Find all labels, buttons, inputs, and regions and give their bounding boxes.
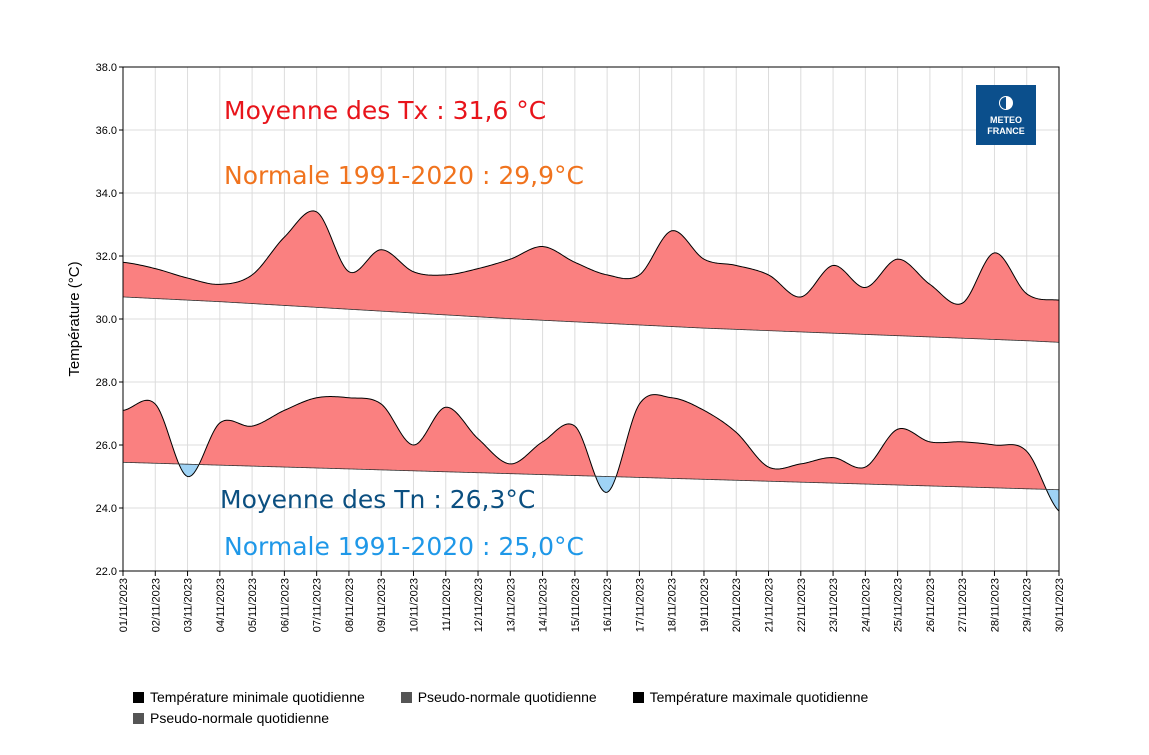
x-tick-label: 13/11/2023	[505, 578, 517, 632]
tx-mean-annotation: Moyenne des Tx : 31,6 °C	[224, 96, 546, 125]
x-tick-label: 22/11/2023	[796, 578, 808, 632]
x-tick-label: 20/11/2023	[731, 578, 743, 632]
tn-below-normal-area	[1046, 489, 1059, 512]
tn-above-normal-area	[198, 396, 596, 477]
x-tick-label: 27/11/2023	[957, 578, 969, 632]
legend-label: Pseudo-normale quotidienne	[417, 689, 597, 705]
x-tick-label: 25/11/2023	[893, 578, 905, 632]
x-tick-label: 21/11/2023	[764, 578, 776, 632]
logo-background	[976, 85, 1036, 145]
x-tick-label: 18/11/2023	[667, 578, 679, 632]
x-tick-label: 01/11/2023	[118, 578, 130, 632]
legend-swatch	[400, 692, 412, 703]
x-tick-label: 24/11/2023	[860, 578, 872, 632]
temperature-lines	[122, 210, 1060, 512]
x-tick-label: 04/11/2023	[215, 578, 227, 632]
tx-normal-line	[122, 296, 1060, 343]
legend-item-tn: Température minimale quotidienne	[133, 687, 365, 708]
x-tick-label: 11/11/2023	[441, 578, 453, 631]
legend-swatch	[632, 692, 644, 703]
legend-item-tx: Température maximale quotidienne	[632, 687, 869, 708]
x-tick-label: 28/11/2023	[989, 578, 1001, 632]
x-tick-label: 30/11/2023	[1054, 578, 1066, 632]
legend-label: Pseudo-normale quotidienne	[150, 710, 330, 726]
x-tick-label: 08/11/2023	[344, 578, 356, 632]
x-tick-label: 29/11/2023	[1022, 578, 1034, 632]
tn-above-normal-area	[123, 400, 179, 464]
legend-item-tn-normal: Pseudo-normale quotidienne	[400, 687, 597, 708]
x-tick-label: 17/11/2023	[634, 578, 646, 632]
tx-series-line	[122, 210, 1060, 305]
y-tick-label: 24.0	[96, 503, 117, 515]
legend-label: Température minimale quotidienne	[150, 689, 365, 705]
y-tick-label: 28.0	[96, 377, 117, 389]
y-tick-label: 26.0	[96, 440, 117, 452]
y-tick-label: 34.0	[96, 188, 117, 200]
x-tick-label: 09/11/2023	[376, 578, 388, 632]
y-tick-label: 38.0	[96, 62, 117, 74]
x-tick-label: 05/11/2023	[247, 578, 259, 632]
logo-half-moon-icon	[1000, 97, 1006, 109]
y-axis-ticks: 22.0 24.0 26.0 28.0 30.0 32.0 34.0 36.0 38.0	[96, 62, 123, 578]
x-tick-label: 07/11/2023	[312, 578, 324, 632]
legend-swatch	[133, 713, 144, 724]
x-tick-label: 26/11/2023	[925, 578, 937, 632]
x-tick-label: 03/11/2023	[183, 578, 195, 632]
legend-item-tx-normal: Pseudo-normale quotidienne	[133, 708, 329, 729]
x-tick-label: 14/11/2023	[538, 578, 550, 632]
tn-below-normal-area	[178, 463, 199, 477]
x-tick-label: 16/11/2023	[602, 578, 614, 632]
x-tick-label: 15/11/2023	[570, 578, 582, 632]
tn-normal-annotation: Normale 1991-2020 : 25,0°C	[224, 532, 584, 561]
x-tick-label: 19/11/2023	[699, 578, 711, 632]
y-tick-label: 22.0	[96, 566, 117, 578]
x-tick-label: 02/11/2023	[150, 578, 162, 632]
logo-text-line1: METEO	[990, 115, 1022, 125]
x-tick-label: 06/11/2023	[279, 578, 291, 632]
tx-normal-annotation: Normale 1991-2020 : 29,9°C	[224, 161, 584, 190]
chart-legend: Température minimale quotidienne Pseudo-…	[133, 687, 1033, 729]
y-axis-label: Température (°C)	[66, 261, 83, 376]
legend-swatch	[133, 692, 144, 703]
tn-series-line	[122, 394, 1060, 512]
logo-text-line2: FRANCE	[987, 126, 1025, 136]
y-tick-label: 30.0	[96, 314, 117, 326]
meteo-france-logo: METEO FRANCE	[976, 85, 1036, 145]
legend-label: Température maximale quotidienne	[649, 689, 869, 705]
x-tick-label: 10/11/2023	[408, 578, 420, 632]
y-tick-label: 32.0	[96, 251, 117, 263]
x-tick-label: 23/11/2023	[828, 578, 840, 632]
y-tick-label: 36.0	[96, 125, 117, 137]
tn-mean-annotation: Moyenne des Tn : 26,3°C	[220, 485, 535, 514]
tn-normal-line	[122, 461, 1060, 491]
x-axis-ticks: 01/11/2023 02/11/2023 03/11/2023 04/11/2023…	[118, 571, 1066, 632]
tn-above-normal-area	[616, 394, 1047, 490]
x-tick-label: 12/11/2023	[473, 578, 485, 632]
